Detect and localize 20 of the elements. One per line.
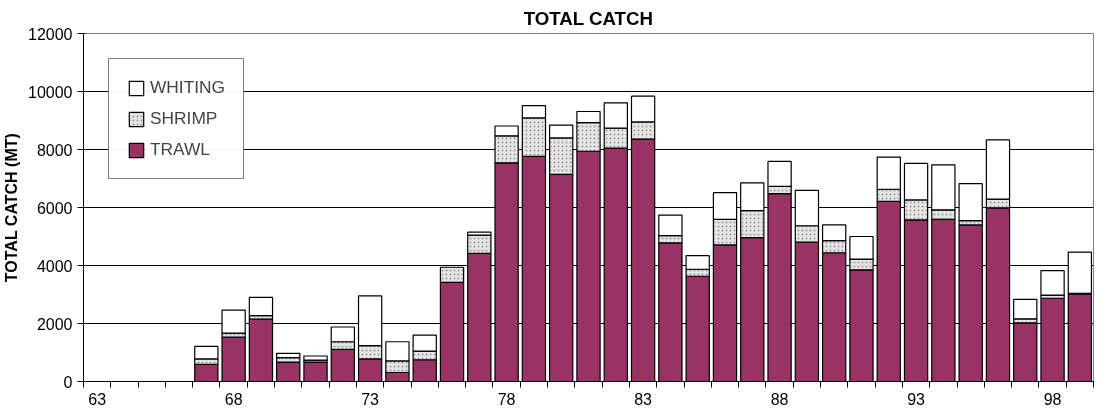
chart-title: TOTAL CATCH [523,7,653,29]
legend-label: SHRIMP [150,108,218,129]
x-tick-label: 73 [361,390,380,408]
y-tick-label: 0 [63,373,73,391]
x-tick-label: 68 [224,390,243,408]
y-tick-label: 10000 [28,83,73,101]
x-tick-label: 88 [770,390,789,408]
y-tick-label: 8000 [36,141,73,159]
y-tick-label: 12000 [28,25,73,43]
y-tick-label: 4000 [36,257,73,275]
x-tick-label: 83 [634,390,653,408]
y-axis-title: TOTAL CATCH (MT) [3,133,21,283]
legend-label: TRAWL [150,139,211,160]
legend-label: WHITING [150,77,226,98]
y-tick-label: 2000 [36,315,73,333]
x-tick-label: 78 [497,390,516,408]
x-tick-label: 98 [1043,390,1062,408]
x-tick-label: 63 [88,390,107,408]
x-tick-label: 93 [907,390,926,408]
y-tick-label: 6000 [36,199,73,217]
